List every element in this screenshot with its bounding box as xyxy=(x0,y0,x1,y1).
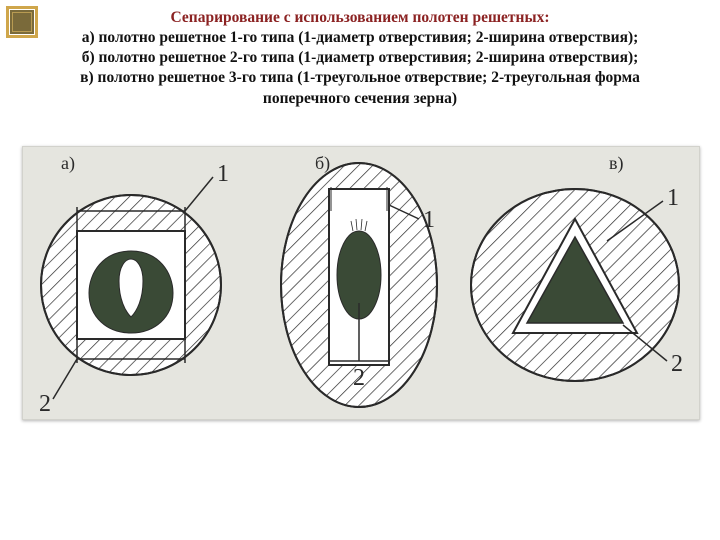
panel-a-label: а) xyxy=(61,153,75,174)
slide-corner-decoration xyxy=(6,6,38,38)
panel-b-label: б) xyxy=(315,153,330,174)
panel-a-callout-2: 2 xyxy=(39,391,51,417)
panel-b-callout-1: 1 xyxy=(423,207,435,233)
title-line-5: поперечного сечения зерна) xyxy=(10,89,710,109)
title-line-2: а) полотно решетное 1-го типа (1-диаметр… xyxy=(10,28,710,48)
diagram-svg: 1 2 а) 1 2 б) 1 2 в) xyxy=(23,147,699,419)
title-line-4: в) полотно решетное 3-го типа (1-треугол… xyxy=(10,68,710,88)
title-line-1: Сепарирование с использованием полотен р… xyxy=(10,8,710,28)
title-line-3: б) полотно решетное 2-го типа (1-диаметр… xyxy=(10,48,710,68)
panel-c-callout-1: 1 xyxy=(667,185,679,211)
panel-c-label: в) xyxy=(609,153,624,174)
panel-b-callout-2: 2 xyxy=(353,365,365,391)
title-block: Сепарирование с использованием полотен р… xyxy=(10,8,710,109)
panel-c-callout-2: 2 xyxy=(671,351,683,377)
panel-a-callout-1: 1 xyxy=(217,161,229,187)
diagram-figure: 1 2 а) 1 2 б) 1 2 в) xyxy=(22,146,700,420)
